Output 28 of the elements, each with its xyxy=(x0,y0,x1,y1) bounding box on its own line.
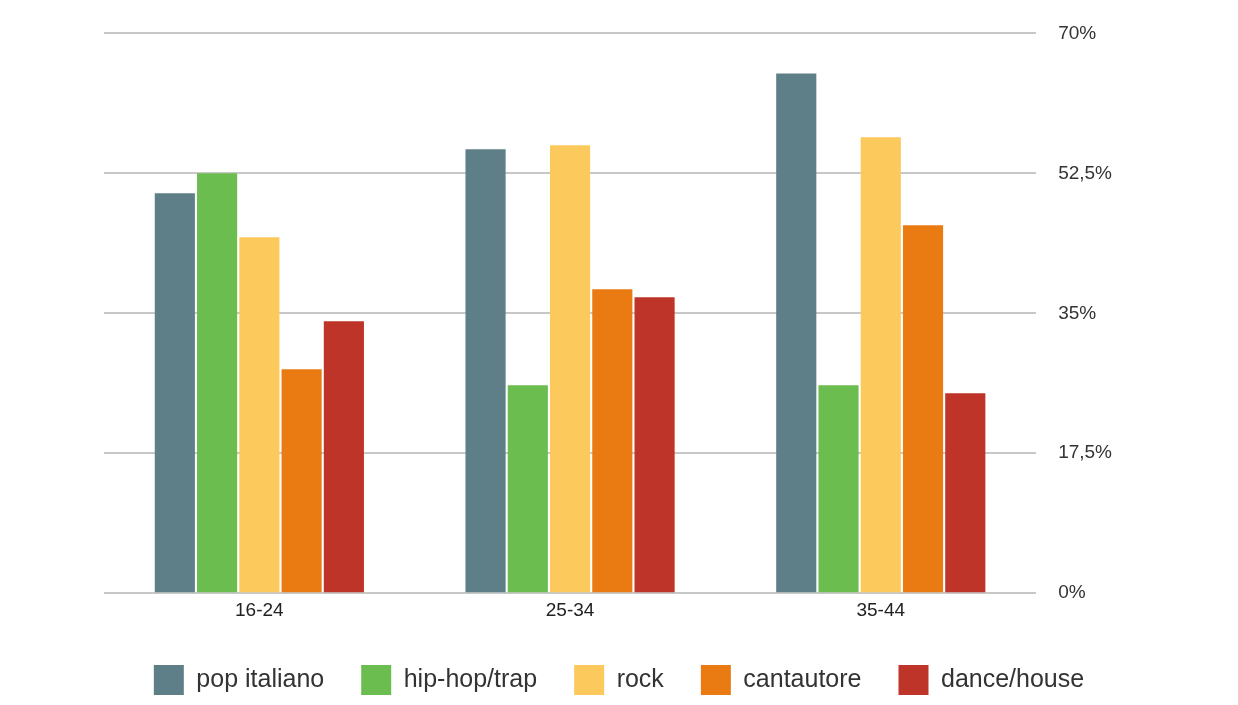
bar xyxy=(945,393,986,593)
x-tick-label: 35-44 xyxy=(856,598,906,620)
y-tick-label: 0% xyxy=(1058,581,1086,603)
x-tick-label: 16-24 xyxy=(235,598,285,620)
bar xyxy=(776,73,817,593)
legend-label: rock xyxy=(616,663,665,692)
bar xyxy=(465,149,506,593)
y-tick-label: 70% xyxy=(1058,21,1097,43)
y-tick-label: 17,5% xyxy=(1058,441,1113,463)
y-tick-label: 35% xyxy=(1058,301,1097,323)
bar xyxy=(323,321,364,593)
bar xyxy=(197,173,238,593)
bar xyxy=(281,369,322,593)
y-tick-label: 52,5% xyxy=(1058,161,1113,183)
legend-label: hip-hop/trap xyxy=(403,663,538,692)
bar xyxy=(154,193,195,593)
bar xyxy=(507,385,548,593)
bar xyxy=(239,237,280,593)
x-tick-label: 25-34 xyxy=(545,598,595,620)
bar xyxy=(818,385,859,593)
legend-label: cantautore xyxy=(743,663,862,692)
bar xyxy=(634,297,675,593)
bar xyxy=(902,225,944,593)
bar xyxy=(592,289,633,593)
bar xyxy=(549,145,591,593)
bar xyxy=(860,137,901,593)
legend-label: dance/house xyxy=(941,663,1085,692)
legend-label: pop italiano xyxy=(196,663,325,692)
